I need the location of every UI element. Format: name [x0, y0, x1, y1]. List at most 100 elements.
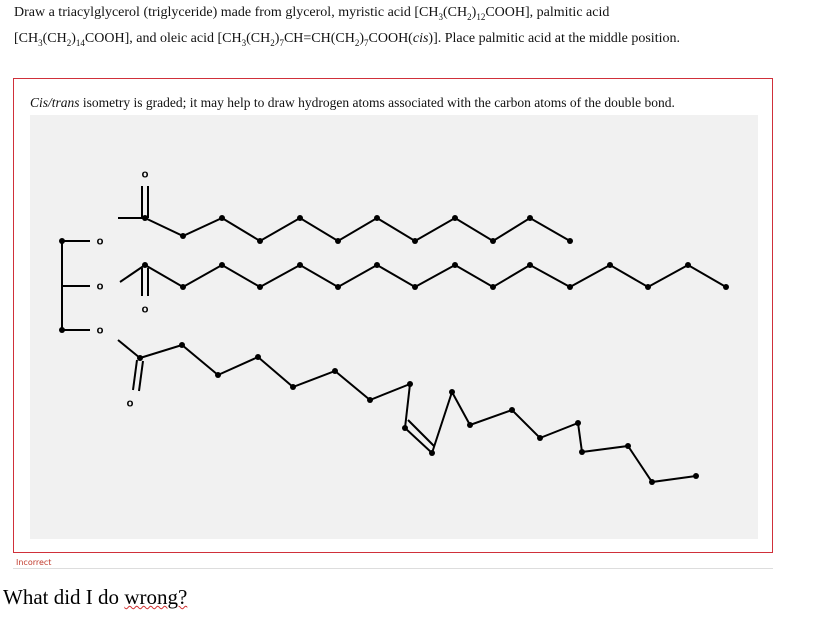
atom-dot — [179, 342, 185, 348]
text-segment: ) — [274, 31, 280, 46]
atom-dot — [367, 397, 373, 403]
hint: Cis/trans isometry is graded; it may hel… — [30, 95, 675, 111]
text-segment: 12 — [476, 12, 486, 22]
atom-dot — [579, 449, 585, 455]
atom-dot — [59, 327, 65, 333]
text-segment: ) — [471, 5, 477, 20]
text-segment: ) — [359, 31, 365, 46]
atom-dot — [137, 355, 143, 361]
atom-dot — [374, 215, 380, 221]
atom-dot — [567, 284, 573, 290]
atom-dot — [297, 215, 303, 221]
atom-label: O — [97, 327, 104, 336]
text-segment: wrong? — [124, 585, 188, 609]
atom-dot — [537, 435, 543, 441]
atom-label: O — [97, 283, 104, 292]
question-line: Draw a triacylglycerol (triglyceride) ma… — [14, 2, 680, 28]
atom-dot — [625, 443, 631, 449]
atom-dot — [402, 425, 408, 431]
atom-dot — [215, 372, 221, 378]
bond — [138, 360, 144, 392]
text-segment: , and oleic acid — [129, 31, 218, 46]
atom-dot — [452, 262, 458, 268]
atom-dot — [257, 284, 263, 290]
text-segment: Cis/trans — [30, 95, 80, 110]
atom-dot — [412, 284, 418, 290]
text-segment: [CH — [14, 31, 39, 46]
atom-label: O — [127, 400, 134, 409]
text-segment: . Place palmitic acid at the middle posi… — [437, 31, 680, 46]
atom-dot — [332, 368, 338, 374]
atom-dot — [685, 262, 691, 268]
atom-dot — [449, 389, 455, 395]
text-segment: 14 — [75, 38, 85, 48]
atom-dot — [335, 284, 341, 290]
bond — [144, 263, 727, 289]
atom-label: O — [142, 171, 149, 180]
bond — [144, 216, 571, 243]
atom-dot — [490, 238, 496, 244]
text-segment: 2 — [270, 38, 275, 48]
text-segment: 7 — [364, 38, 369, 48]
text-segment: (CH — [42, 31, 67, 46]
atom-dot — [407, 381, 413, 387]
drawing-canvas[interactable] — [30, 115, 758, 539]
atom-dot — [257, 238, 263, 244]
atom-dot — [412, 238, 418, 244]
text-segment: Draw a triacylglycerol (triglyceride) ma… — [14, 5, 415, 20]
atom-dot — [575, 420, 581, 426]
atom-dot — [509, 407, 515, 413]
bond — [132, 359, 138, 391]
atom-label: O — [97, 238, 104, 247]
text-segment: 2 — [354, 38, 360, 48]
text-segment: (CH — [443, 5, 468, 20]
text-segment: )] — [428, 31, 438, 46]
atom-dot — [180, 233, 186, 239]
text-segment: [CH — [217, 31, 242, 46]
atom-dot — [219, 215, 225, 221]
atom-dot — [693, 473, 699, 479]
atom-dot — [567, 238, 573, 244]
text-segment: isometry is graded; it may help to draw … — [79, 95, 675, 110]
atom-dot — [374, 262, 380, 268]
atom-dot — [467, 422, 473, 428]
text-segment: 7 — [279, 38, 284, 48]
atom-dot — [290, 384, 296, 390]
atom-dot — [490, 284, 496, 290]
atom-dot — [723, 284, 729, 290]
text-segment: , palmitic acid — [529, 5, 610, 20]
text-segment: COOH( — [368, 31, 413, 46]
text-segment: 3 — [38, 38, 43, 48]
text-segment: COOH] — [485, 5, 530, 20]
divider — [13, 568, 773, 569]
text-segment: [CH — [414, 5, 439, 20]
atom-dot — [59, 238, 65, 244]
bond — [119, 264, 146, 283]
text-segment: 3 — [241, 38, 247, 48]
atom-dot — [142, 215, 148, 221]
atom-dot — [649, 479, 655, 485]
atom-dot — [335, 238, 341, 244]
comment: What did I do wrong? — [3, 585, 187, 610]
atom-dot — [180, 284, 186, 290]
atom-label: O — [142, 306, 149, 315]
question-line: [CH3(CH2)14COOH], and oleic acid [CH3(CH… — [14, 28, 680, 54]
question: Draw a triacylglycerol (triglyceride) ma… — [14, 2, 680, 54]
answer-panel: Cis/trans isometry is graded; it may hel… — [13, 78, 773, 553]
atom-dot — [452, 215, 458, 221]
atom-dot — [219, 262, 225, 268]
atom-dot — [297, 262, 303, 268]
text-segment: cis — [412, 31, 429, 46]
text-segment: 2 — [66, 38, 72, 48]
bond — [407, 419, 435, 447]
atom-dot — [429, 450, 435, 456]
atom-dot — [607, 262, 613, 268]
bond — [139, 343, 697, 484]
atom-dot — [255, 354, 261, 360]
text-segment: 3 — [438, 12, 444, 22]
text-segment: (CH — [246, 31, 271, 46]
text-segment: ) — [71, 31, 76, 46]
atom-dot — [527, 215, 533, 221]
